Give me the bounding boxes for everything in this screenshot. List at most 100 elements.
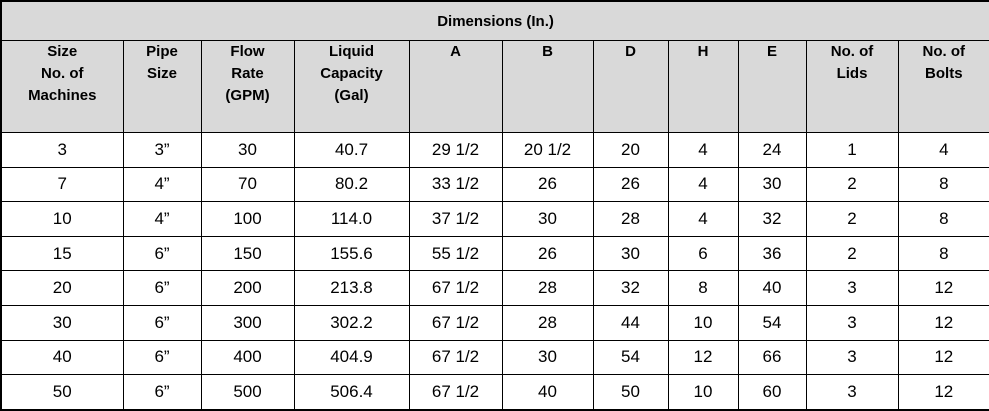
column-header: Size No. of Machines <box>0 40 124 133</box>
table-cell: 6” <box>122 235 202 272</box>
table-cell: 213.8 <box>293 270 410 307</box>
table-cell: 12 <box>897 374 989 411</box>
table-cell: 30 <box>0 305 124 341</box>
table-cell: 4 <box>897 132 989 168</box>
table-cell: 24 <box>737 132 807 168</box>
column-header: Liquid Capacity (Gal) <box>293 40 410 133</box>
table-cell: 55 1/2 <box>408 235 503 272</box>
table-row: 10 4” 100 114.0 37 1/2 30 28 4 32 2 8 <box>0 201 989 237</box>
table-cell: 8 <box>667 270 739 307</box>
column-header: B <box>501 40 594 133</box>
table-cell: 30 <box>592 235 669 272</box>
table-cell: 67 1/2 <box>408 305 503 341</box>
table-cell: 4 <box>667 166 739 203</box>
table-cell: 300 <box>200 305 295 341</box>
table-cell: 10 <box>667 305 739 341</box>
table-cell: 28 <box>592 201 669 237</box>
table-cell: 32 <box>592 270 669 307</box>
table-cell: 8 <box>897 201 989 237</box>
table-cell: 12 <box>897 270 989 307</box>
table-cell: 54 <box>737 305 807 341</box>
table-cell: 20 <box>592 132 669 168</box>
table-cell: 2 <box>805 166 899 203</box>
table-cell: 3 <box>805 270 899 307</box>
table-cell: 2 <box>805 201 899 237</box>
column-header: Flow Rate (GPM) <box>200 40 295 133</box>
table-cell: 404.9 <box>293 339 410 376</box>
column-header: E <box>737 40 807 133</box>
table-cell: 100 <box>200 201 295 237</box>
table-cell: 15 <box>0 235 124 272</box>
table-cell: 4” <box>122 201 202 237</box>
table-cell: 67 1/2 <box>408 270 503 307</box>
table-cell: 32 <box>737 201 807 237</box>
table-cell: 40.7 <box>293 132 410 168</box>
table-cell: 66 <box>737 339 807 376</box>
table-cell: 150 <box>200 235 295 272</box>
title-row: Dimensions (In.) <box>0 0 989 41</box>
table-cell: 20 1/2 <box>501 132 594 168</box>
table-title: Dimensions (In.) <box>0 0 989 41</box>
table-cell: 37 1/2 <box>408 201 503 237</box>
table-cell: 302.2 <box>293 305 410 341</box>
table-cell: 40 <box>501 374 594 411</box>
table-cell: 4 <box>667 201 739 237</box>
table-cell: 80.2 <box>293 166 410 203</box>
table-cell: 6” <box>122 305 202 341</box>
table-cell: 60 <box>737 374 807 411</box>
table-cell: 12 <box>897 305 989 341</box>
table-cell: 6” <box>122 339 202 376</box>
table-cell: 6” <box>122 270 202 307</box>
table-row: 15 6” 150 155.6 55 1/2 26 30 6 36 2 8 <box>0 235 989 272</box>
table-row: 20 6” 200 213.8 67 1/2 28 32 8 40 3 12 <box>0 270 989 307</box>
table-row: 30 6” 300 302.2 67 1/2 28 44 10 54 3 12 <box>0 305 989 341</box>
table-cell: 3 <box>805 305 899 341</box>
table-cell: 155.6 <box>293 235 410 272</box>
table-cell: 26 <box>592 166 669 203</box>
table-cell: 8 <box>897 235 989 272</box>
table-cell: 3 <box>805 374 899 411</box>
table-cell: 50 <box>592 374 669 411</box>
table-cell: 3 <box>0 132 124 168</box>
table-cell: 8 <box>897 166 989 203</box>
table-cell: 12 <box>897 339 989 376</box>
table-body: 3 3” 30 40.7 29 1/2 20 1/2 20 4 24 1 4 7 4” 70 80.2 33 … <box>0 132 989 411</box>
table-cell: 506.4 <box>293 374 410 411</box>
table-cell: 3” <box>122 132 202 168</box>
table-cell: 30 <box>501 339 594 376</box>
column-header: No. of Bolts <box>897 40 989 133</box>
table-cell: 6” <box>122 374 202 411</box>
column-header: D <box>592 40 669 133</box>
column-header: No. of Lids <box>805 40 899 133</box>
column-header: Pipe Size <box>122 40 202 133</box>
table-cell: 2 <box>805 235 899 272</box>
table-cell: 54 <box>592 339 669 376</box>
table-cell: 50 <box>0 374 124 411</box>
table-cell: 40 <box>0 339 124 376</box>
table-row: 50 6” 500 506.4 67 1/2 40 50 10 60 3 12 <box>0 374 989 411</box>
header-row: Size No. of Machines Pipe Size Flow Rate (… <box>0 40 989 133</box>
table-cell: 26 <box>501 166 594 203</box>
table-cell: 33 1/2 <box>408 166 503 203</box>
table-cell: 28 <box>501 270 594 307</box>
table-cell: 70 <box>200 166 295 203</box>
table-row: 3 3” 30 40.7 29 1/2 20 1/2 20 4 24 1 4 <box>0 132 989 168</box>
table-cell: 10 <box>667 374 739 411</box>
table-cell: 12 <box>667 339 739 376</box>
column-header: A <box>408 40 503 133</box>
table-row: 7 4” 70 80.2 33 1/2 26 26 4 30 2 8 <box>0 166 989 203</box>
table-cell: 30 <box>737 166 807 203</box>
table-cell: 400 <box>200 339 295 376</box>
table-cell: 3 <box>805 339 899 376</box>
table-cell: 26 <box>501 235 594 272</box>
table-cell: 7 <box>0 166 124 203</box>
table-cell: 30 <box>200 132 295 168</box>
table-cell: 40 <box>737 270 807 307</box>
table-cell: 36 <box>737 235 807 272</box>
table-cell: 4 <box>667 132 739 168</box>
table-cell: 500 <box>200 374 295 411</box>
table-cell: 200 <box>200 270 295 307</box>
table-cell: 6 <box>667 235 739 272</box>
column-header: H <box>667 40 739 133</box>
